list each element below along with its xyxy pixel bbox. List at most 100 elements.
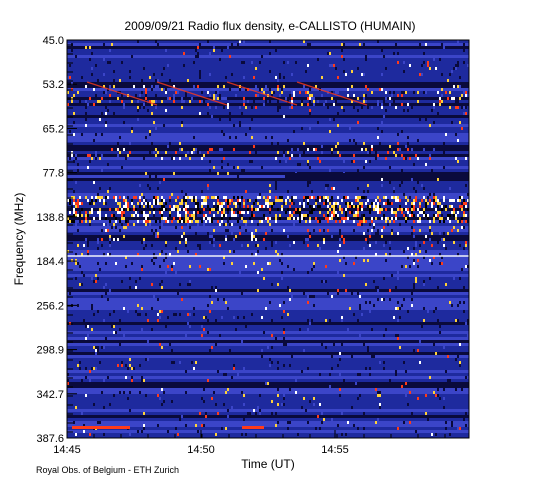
spectrum-row — [67, 55, 469, 58]
spectrum-row — [67, 229, 469, 232]
y-tick-label: 256.2 — [36, 300, 64, 312]
spectrum-row — [67, 103, 469, 106]
x-tick-label: 14:45 — [53, 444, 81, 456]
spectrum-row — [67, 433, 469, 436]
spectrum-row — [67, 154, 469, 157]
spectrum-row — [67, 238, 469, 241]
spectrogram-plot — [67, 40, 469, 438]
spectrum-row — [67, 409, 469, 412]
x-axis: 14:45 14:50 14:55 — [53, 430, 446, 456]
spectrum-row — [67, 313, 469, 316]
spectrum-row — [67, 178, 469, 181]
spectrum-row — [67, 271, 469, 274]
spectrum-row — [67, 352, 469, 355]
spectrum-row — [67, 223, 469, 226]
spectrum-row — [67, 175, 469, 178]
spectrum-row — [67, 82, 469, 85]
spectrum-row — [67, 325, 469, 328]
spectrum-row — [67, 406, 469, 409]
spectrum-row — [67, 280, 469, 283]
y-tick-label: 53.2 — [43, 79, 64, 91]
y-axis: 45.0 53.2 65.2 77.8 138.8 184.4 256.2 298.9 342.… — [36, 35, 77, 445]
spectrum-row — [67, 106, 469, 109]
spectrum-row — [67, 181, 469, 184]
y-tick-label: 342.7 — [36, 389, 64, 401]
spectrum-row — [67, 169, 469, 172]
spectrum-row — [67, 73, 469, 76]
y-minor-ticks — [67, 44, 73, 433]
chart-title: 2009/09/21 Radio flux density, e-CALLIST… — [124, 19, 415, 33]
spectrum-row — [67, 385, 469, 388]
spectrum-row — [67, 388, 469, 391]
spectrum-row — [67, 349, 469, 352]
spectrum-row — [67, 127, 469, 130]
spectrum-row — [67, 112, 469, 115]
spectrum-row — [67, 367, 469, 370]
spectrum-row — [67, 226, 469, 229]
spectrum-row — [67, 259, 469, 262]
spectrum-row — [67, 115, 469, 118]
spectrum-row — [67, 415, 469, 418]
spectrum-row — [67, 403, 469, 406]
spectrum-row — [67, 58, 469, 61]
spectrum-row — [67, 118, 469, 121]
spectrum-row — [67, 430, 469, 433]
spectrum-row — [67, 241, 469, 244]
y-tick-label: 184.4 — [36, 256, 64, 268]
spectrum-row — [67, 274, 469, 277]
spectrum-row — [67, 184, 469, 187]
spectrum-row — [67, 190, 469, 193]
spectrum-row — [67, 358, 469, 361]
spectrum-row — [67, 172, 469, 175]
spectrum-row — [67, 136, 469, 139]
y-axis-label: Frequency (MHz) — [12, 193, 26, 286]
spectrum-row — [67, 121, 469, 124]
spectrum-row — [67, 376, 469, 379]
spectrum-row — [67, 67, 469, 70]
spectrum-row — [67, 133, 469, 136]
spectrum-row — [67, 319, 469, 322]
spectrum-row — [67, 187, 469, 190]
spectrum-row — [67, 211, 469, 214]
spectrum-row — [67, 235, 469, 238]
spectrum-row — [67, 208, 469, 211]
spectrum-row — [67, 286, 469, 289]
spectrum-row — [67, 70, 469, 73]
spectrum-row — [67, 394, 469, 397]
spectrum-row — [67, 253, 469, 256]
spectrum-row — [67, 298, 469, 301]
spectrum-row — [67, 142, 469, 145]
spectrum-row — [67, 157, 469, 160]
spectrum-row — [67, 391, 469, 394]
spectrum-row — [67, 355, 469, 358]
x-axis-label: Time (UT) — [241, 457, 295, 471]
spectrum-row — [67, 193, 469, 196]
spectrum-row — [67, 100, 469, 103]
spectrum-row — [67, 244, 469, 247]
spectrum-row — [67, 256, 469, 259]
spectrum-row — [67, 310, 469, 313]
spectrum-row — [67, 370, 469, 373]
y-tick-label: 298.9 — [36, 345, 64, 357]
spectrum-row — [67, 337, 469, 340]
spectrum-row — [67, 247, 469, 250]
spectrum-row — [67, 301, 469, 304]
spectrum-row — [67, 400, 469, 403]
spectrum-row — [67, 85, 469, 88]
spectrum-row — [67, 79, 469, 82]
spectrum-row — [67, 91, 469, 94]
credit-text: Royal Obs. of Belgium - ETH Zurich — [36, 465, 180, 475]
plot-frame — [66, 39, 470, 439]
spectrum-row — [67, 373, 469, 376]
spectrum-row — [67, 88, 469, 91]
spectrum-row — [67, 379, 469, 382]
spectrum-row — [67, 316, 469, 319]
spectrum-row — [67, 427, 469, 430]
y-tick-label: 45.0 — [43, 35, 64, 47]
spectrum-row — [67, 61, 469, 64]
spectrum-row — [67, 64, 469, 67]
spectrum-row — [67, 307, 469, 310]
spectrum-row — [67, 418, 469, 421]
x-tick-label: 14:55 — [321, 444, 349, 456]
spectrum-row — [67, 49, 469, 52]
